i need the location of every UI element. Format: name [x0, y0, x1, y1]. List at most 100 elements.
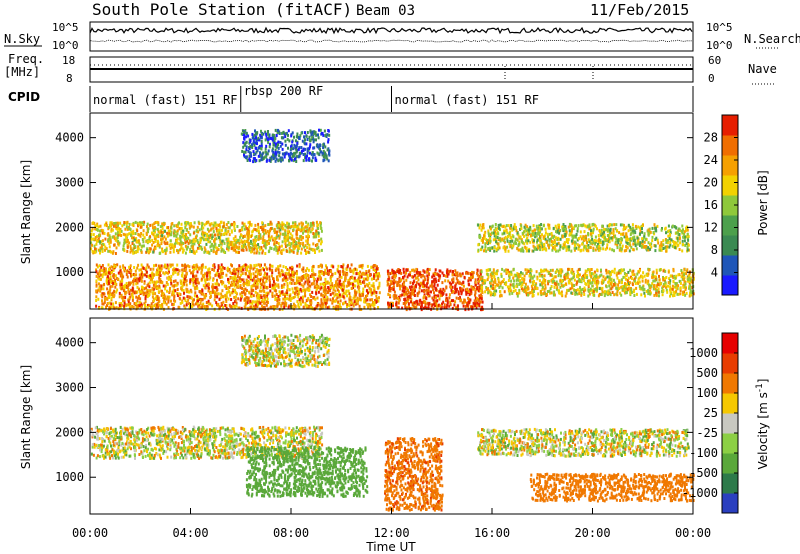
range-cell	[114, 274, 117, 278]
range-cell	[101, 239, 104, 243]
range-cell	[303, 229, 306, 233]
range-cell	[673, 285, 676, 289]
range-cell	[597, 234, 600, 237]
range-cell	[192, 231, 195, 235]
range-cell	[600, 233, 603, 237]
range-cell	[363, 305, 366, 309]
range-cell	[199, 301, 202, 305]
range-cell	[678, 248, 681, 251]
range-cell	[484, 242, 487, 246]
range-cell	[196, 246, 199, 250]
range-cell	[208, 251, 211, 255]
range-cell	[128, 292, 131, 296]
range-cell	[151, 286, 154, 290]
range-cell	[613, 249, 615, 253]
range-cell	[217, 248, 220, 252]
range-cell	[396, 284, 399, 287]
range-cell	[348, 277, 351, 281]
range-cell	[169, 265, 172, 269]
range-cell	[240, 273, 243, 277]
range-cell	[341, 294, 344, 298]
range-cell	[209, 271, 212, 275]
range-cell	[130, 233, 133, 237]
range-cell	[258, 272, 261, 276]
range-cell	[421, 284, 424, 288]
range-cell	[156, 295, 159, 299]
range-cell	[195, 278, 197, 282]
range-cell	[100, 265, 103, 269]
range-cell	[301, 223, 304, 227]
range-cell	[332, 291, 335, 295]
range-cell	[268, 283, 271, 287]
range-cell	[319, 282, 322, 286]
range-cell	[408, 285, 411, 289]
range-cell	[335, 280, 338, 284]
range-cell	[125, 303, 128, 307]
range-cell	[295, 270, 298, 273]
range-cell	[677, 243, 680, 247]
range-cell	[159, 271, 161, 275]
range-cell	[174, 270, 177, 274]
range-cell	[211, 236, 213, 240]
range-cell	[552, 226, 555, 230]
range-cell	[295, 244, 298, 248]
range-cell	[616, 246, 619, 250]
range-cell	[320, 286, 323, 290]
range-cell	[389, 279, 392, 283]
range-cell	[491, 246, 494, 250]
range-cell	[446, 303, 449, 307]
range-cell	[344, 279, 347, 283]
range-cell	[493, 249, 496, 253]
range-cell	[278, 236, 281, 240]
range-cell	[149, 235, 152, 239]
range-cell	[124, 290, 127, 294]
range-cell	[101, 249, 104, 253]
range-cell	[322, 286, 325, 290]
range-cell	[629, 225, 632, 229]
range-cell	[188, 222, 191, 226]
range-cell	[625, 237, 628, 241]
range-cell	[200, 298, 202, 302]
range-cell	[126, 220, 129, 224]
range-cell	[257, 272, 259, 276]
range-cell	[241, 272, 244, 275]
range-cell	[644, 294, 646, 298]
range-cell	[401, 289, 404, 293]
range-cell	[296, 287, 299, 291]
range-cell	[302, 236, 304, 240]
range-cell	[343, 284, 346, 288]
range-cell	[156, 286, 159, 290]
range-cell	[154, 285, 157, 289]
range-cell	[299, 244, 302, 248]
range-cell	[665, 247, 668, 251]
range-cell	[618, 238, 621, 241]
range-cell	[325, 301, 328, 305]
range-cell	[648, 227, 651, 231]
range-cell	[109, 221, 112, 225]
range-cell	[477, 281, 480, 285]
range-cell	[537, 232, 540, 235]
range-cell	[159, 251, 162, 255]
range-cell	[194, 235, 197, 239]
range-cell	[625, 248, 628, 252]
range-cell	[442, 287, 445, 291]
range-cell	[112, 273, 115, 277]
range-cell	[499, 223, 502, 227]
range-cell	[259, 286, 262, 289]
range-cell	[206, 227, 209, 231]
range-cell	[304, 292, 306, 296]
range-cell	[499, 239, 502, 243]
range-cell	[185, 301, 188, 305]
range-cell	[185, 233, 187, 236]
range-cell	[402, 267, 405, 271]
range-cell	[318, 273, 321, 277]
range-cell	[165, 302, 168, 306]
range-cell	[478, 274, 481, 278]
range-cell	[136, 250, 139, 254]
range-cell	[401, 293, 404, 297]
range-cell	[233, 304, 235, 308]
range-cell	[263, 263, 266, 267]
range-cell	[256, 305, 259, 308]
range-cell	[298, 241, 300, 245]
range-cell	[110, 229, 113, 233]
